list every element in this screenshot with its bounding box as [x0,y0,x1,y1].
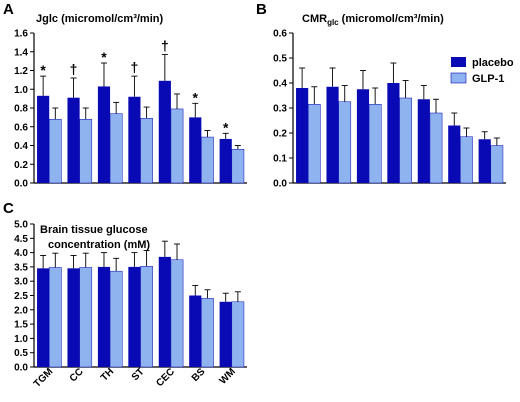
significance-mark: * [193,89,199,105]
bar-placebo [67,97,80,183]
legend: placebo GLP-1 [450,57,514,85]
y-tick-label: 4.5 [14,234,28,245]
bar-placebo [67,268,80,367]
bar-glp1 [399,97,412,184]
y-tick-label: 2.0 [14,305,28,316]
bar-glp1 [79,267,93,368]
bar-glp1 [460,136,473,184]
bar-placebo [219,301,232,367]
bar-placebo [97,266,111,367]
category-label: BS [190,366,208,384]
bar-placebo [37,268,50,367]
significance-mark: † [161,38,169,54]
y-tick-label: 1.4 [14,47,28,58]
bar-placebo [158,80,171,183]
bar-glp1 [231,149,245,184]
significance-mark: * [223,119,229,135]
bar-glp1 [48,267,62,368]
bar-glp1 [79,119,93,184]
bar-placebo [189,117,202,183]
panel-a-plot: 0.0 0.2 0.4 0.6 0.8 1.0 1.2 1.4 1.6 * † * † † * * [14,29,247,190]
y-tick-label: 0.6 [273,29,287,40]
y-tick-label: 5.0 [14,220,28,231]
bar-glp1 [140,266,153,368]
bar-glp1 [429,112,443,184]
panel-a-title: Jglc (micromol/cm³/min) [36,13,163,25]
bar-placebo [326,86,339,183]
bar-placebo [219,138,232,183]
legend-swatch-glp1 [450,72,467,84]
panel-c-plot: 0.0 0.5 1.0 1.5 2.0 2.5 3.0 3.5 4.0 4.5 5.0 TGM CC TH… [14,220,247,390]
bar-placebo [97,86,111,183]
bar-placebo [37,95,50,183]
bar-placebo [387,83,400,183]
bar-placebo [189,295,202,367]
significance-mark: * [101,49,107,65]
panel-b-title: CMRglc (micromol/cm³/min) [302,13,444,27]
y-tick-label: 3.0 [14,277,28,288]
y-tick-label: 3.5 [14,262,28,273]
y-tick-label: 1.2 [14,66,28,77]
bar-glp1 [109,270,123,368]
significance-mark: † [131,59,139,75]
y-tick-label: 0.4 [14,141,28,152]
y-tick-label: 2.5 [14,291,28,302]
bar-placebo [417,99,430,183]
y-tick-label: 1.0 [14,85,28,96]
bar-glp1 [109,113,123,184]
bar-glp1 [170,108,184,184]
panel-letter-b: B [256,1,267,18]
y-tick-label: 0.5 [14,348,28,359]
bar-placebo [128,96,141,183]
panel-b-plot: 0.0 0.1 0.2 0.3 0.4 0.5 0.6 [273,29,506,190]
y-tick-label: 0.6 [14,122,28,133]
bar-glp1 [490,145,504,184]
bar-glp1 [307,104,321,184]
y-tick-label: 0.0 [273,179,287,190]
legend-label-placebo: placebo [472,57,514,69]
category-label: TGM [32,366,55,389]
bar-placebo [478,139,491,183]
bar-glp1 [170,259,184,368]
y-tick-label: 0.4 [273,79,287,90]
panel-c-title-line1: Brain tissue glucose [40,224,148,236]
significance-mark: † [70,61,78,77]
y-tick-label: 0.5 [273,54,287,65]
bar-placebo [296,88,309,183]
panel-c-title-line2: concentration (mM) [48,239,150,251]
bar-placebo [128,266,141,367]
category-label: CC [68,366,86,384]
bar-glp1 [231,301,245,368]
bar-glp1 [48,119,62,184]
bar-glp1 [368,104,382,184]
y-tick-label: 1.6 [14,29,28,40]
y-tick-label: 1.0 [14,334,28,345]
category-label: ST [130,366,147,383]
y-tick-label: 0.0 [14,363,28,374]
bar-placebo [158,256,171,367]
y-tick-label: 0.2 [14,160,28,171]
y-tick-label: 1.5 [14,320,28,331]
y-tick-label: 0.8 [14,104,28,115]
y-tick-label: 0.2 [273,129,287,140]
y-tick-label: 4.0 [14,248,28,259]
bar-placebo [448,125,461,183]
y-tick-label: 0.1 [273,154,287,165]
bar-glp1 [338,101,352,184]
bar-placebo [356,89,370,183]
legend-label-glp1: GLP-1 [472,73,504,85]
legend-swatch-placebo [451,57,466,67]
category-label: WM [218,366,238,386]
y-tick-label: 0.0 [14,179,28,190]
y-tick-label: 0.3 [273,104,287,115]
panel-letter-c: C [3,200,14,217]
panel-letter-a: A [3,1,14,18]
bar-glp1 [201,136,214,184]
category-label: TH [99,366,116,383]
bar-glp1 [201,298,214,368]
bar-glp1 [140,118,153,184]
significance-mark: * [40,62,46,78]
category-label: CEC [154,366,177,389]
